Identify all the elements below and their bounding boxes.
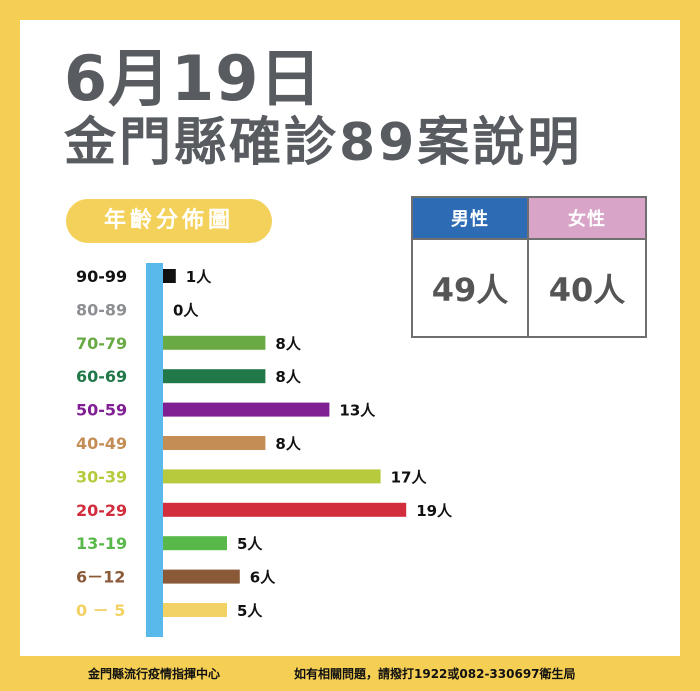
age-category-label: 13-19 bbox=[76, 534, 127, 553]
age-distribution-label: 年齡分佈圖 bbox=[66, 199, 272, 243]
age-bar bbox=[163, 569, 240, 584]
age-category-label: 20-29 bbox=[76, 501, 127, 520]
age-value-label: 5人 bbox=[237, 602, 263, 620]
age-value-label: 19人 bbox=[416, 502, 453, 520]
chart-axis bbox=[146, 263, 163, 637]
date-title: 6月19日 bbox=[64, 42, 323, 115]
age-bar bbox=[163, 502, 407, 517]
age-bar bbox=[163, 603, 227, 617]
age-category-label: 50-59 bbox=[76, 401, 127, 420]
age-bar bbox=[163, 269, 176, 283]
age-bar bbox=[163, 369, 266, 384]
case-title: 金門縣確診89案說明 bbox=[64, 113, 583, 173]
age-value-label: 8人 bbox=[275, 368, 301, 386]
footer-left-text: 金門縣流行疫情指揮中心 bbox=[88, 667, 221, 681]
age-category-label: 90-99 bbox=[76, 267, 127, 286]
footer-right-text: 如有相關問題，請撥打1922或082-330697衛生局 bbox=[294, 667, 576, 681]
content-panel bbox=[20, 20, 680, 656]
age-category-label: 6－12 bbox=[76, 568, 125, 587]
age-bar bbox=[163, 469, 381, 484]
age-bar bbox=[163, 402, 330, 417]
gender-summary-table: 男性 女性 49人 40人 bbox=[411, 196, 647, 338]
age-bar bbox=[163, 536, 227, 551]
age-value-label: 6人 bbox=[250, 569, 276, 587]
age-category-label: 0 － 5 bbox=[76, 601, 125, 620]
age-value-label: 8人 bbox=[275, 335, 301, 353]
age-value-label: 0人 bbox=[173, 301, 199, 319]
age-bar bbox=[163, 436, 266, 450]
age-category-label: 30-39 bbox=[76, 467, 127, 486]
age-category-label: 80-89 bbox=[76, 300, 127, 319]
age-value-label: 13人 bbox=[339, 402, 376, 420]
age-value-label: 8人 bbox=[275, 435, 301, 453]
female-label: 女性 bbox=[529, 198, 645, 238]
age-value-label: 17人 bbox=[391, 468, 428, 486]
age-bar bbox=[163, 335, 266, 350]
age-category-label: 60-69 bbox=[76, 367, 127, 386]
age-value-label: 5人 bbox=[237, 535, 263, 553]
age-value-label: 1人 bbox=[186, 268, 212, 286]
male-count: 49人 bbox=[413, 238, 529, 336]
female-count: 40人 bbox=[529, 238, 645, 336]
male-label: 男性 bbox=[413, 198, 529, 238]
age-category-label: 70-79 bbox=[76, 334, 127, 353]
age-category-label: 40-49 bbox=[76, 434, 127, 453]
